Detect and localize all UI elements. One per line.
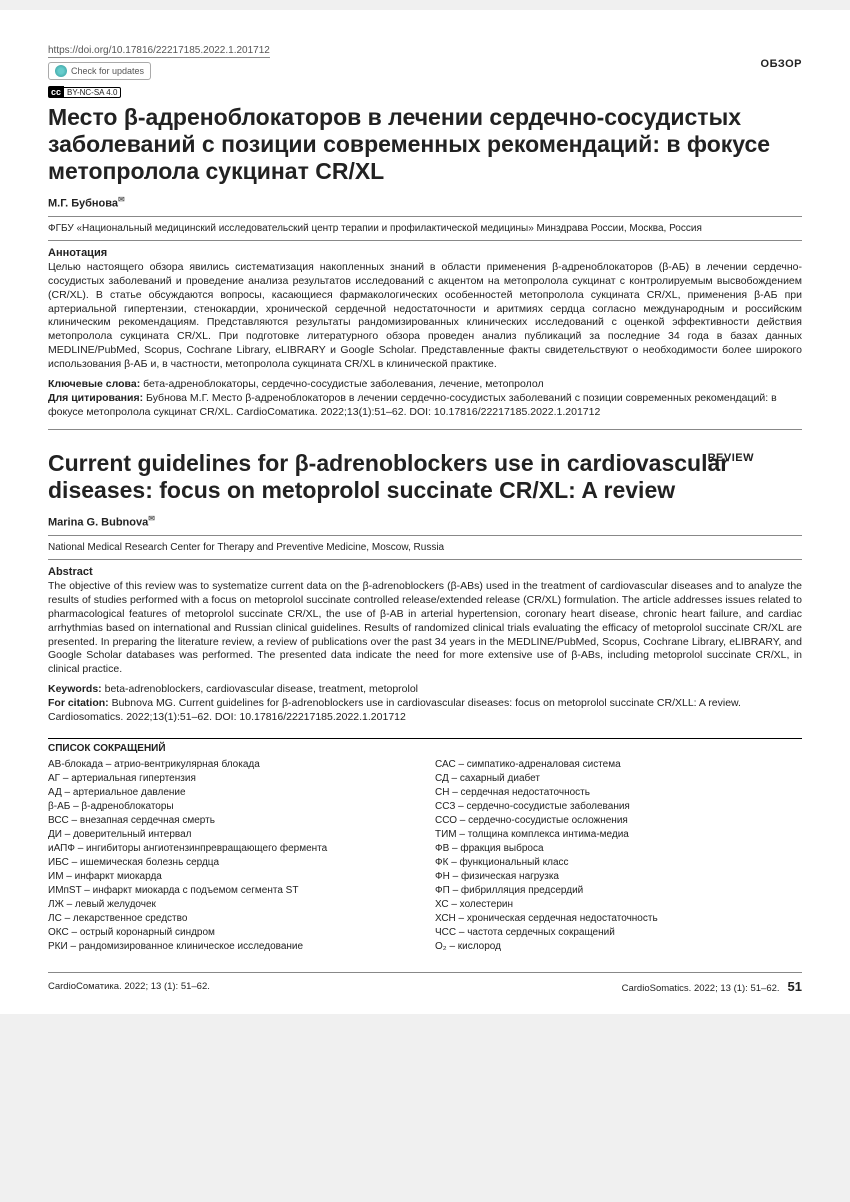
separator: [48, 240, 802, 241]
abbreviation-item: ИМ – инфаркт миокарда: [48, 870, 415, 884]
check-updates-icon: [55, 65, 67, 77]
author-en: Marina G. Bubnova✉: [48, 514, 802, 529]
envelope-icon: ✉: [148, 514, 155, 523]
separator: [48, 429, 802, 430]
abbreviation-item: ВСС – внезапная сердечная смерть: [48, 814, 415, 828]
abbreviation-item: ДИ – доверительный интервал: [48, 828, 415, 842]
abbreviation-item: ФП – фибрилляция предсердий: [435, 884, 802, 898]
page-number: 51: [788, 979, 802, 994]
citation-en: For citation: Bubnova MG. Current guidel…: [48, 697, 802, 724]
abstract-heading-ru: Аннотация: [48, 247, 802, 259]
abbreviation-item: РКИ – рандомизированное клиническое иссл…: [48, 940, 415, 954]
article-title-en: Current guidelines for β-adrenoblockers …: [48, 450, 802, 504]
separator: [48, 559, 802, 560]
abbreviation-item: АВ-блокада – атрио-вентрикулярная блокад…: [48, 758, 415, 772]
page-footer: CardioСоматика. 2022; 13 (1): 51–62. Car…: [48, 972, 802, 994]
article-type-en: REVIEW: [708, 452, 754, 464]
abbreviations-left: АВ-блокада – атрио-вентрикулярная блокад…: [48, 758, 415, 954]
abbreviation-item: СД – сахарный диабет: [435, 772, 802, 786]
abbreviation-item: β-АБ – β-адреноблокаторы: [48, 800, 415, 814]
envelope-icon: ✉: [118, 195, 125, 204]
abbreviations-heading: СПИСОК СОКРАЩЕНИЙ: [48, 743, 802, 754]
abbreviation-item: O₂ – кислород: [435, 940, 802, 954]
check-updates-button[interactable]: Check for updates: [48, 62, 151, 80]
footer-left: CardioСоматика. 2022; 13 (1): 51–62.: [48, 981, 210, 992]
keywords-ru: Ключевые слова: бета-адреноблокаторы, се…: [48, 378, 802, 390]
keywords-en: Keywords: beta-adrenoblockers, cardiovas…: [48, 683, 802, 695]
abbreviation-item: ФВ – фракция выброса: [435, 842, 802, 856]
abbreviation-item: иАПФ – ингибиторы ангиотензинпревращающе…: [48, 842, 415, 856]
abstract-ru: Целью настоящего обзора явились системат…: [48, 261, 802, 372]
abbreviation-item: ФН – физическая нагрузка: [435, 870, 802, 884]
affiliation-ru: ФГБУ «Национальный медицинский исследова…: [48, 223, 802, 234]
abbreviation-item: ИМпST – инфаркт миокарда с подъемом сегм…: [48, 884, 415, 898]
abbreviation-item: ССО – сердечно-сосудистые осложнения: [435, 814, 802, 828]
abbreviation-item: ИБС – ишемическая болезнь сердца: [48, 856, 415, 870]
abstract-en: The objective of this review was to syst…: [48, 580, 802, 677]
abstract-heading-en: Abstract: [48, 566, 802, 578]
abbreviation-item: ЧСС – частота сердечных сокращений: [435, 926, 802, 940]
license-badge[interactable]: cc BY-NC-SA 4.0: [48, 86, 121, 98]
footer-right: CardioSomatics. 2022; 13 (1): 51–62.: [622, 983, 780, 994]
separator: [48, 216, 802, 217]
separator: [48, 535, 802, 536]
abbreviation-item: ФК – функциональный класс: [435, 856, 802, 870]
affiliation-en: National Medical Research Center for The…: [48, 542, 802, 553]
abbreviation-item: ХС – холестерин: [435, 898, 802, 912]
abbreviation-item: АГ – артериальная гипертензия: [48, 772, 415, 786]
author-ru: М.Г. Бубнова✉: [48, 195, 802, 210]
article-type-ru: ОБЗОР: [761, 58, 802, 70]
license-text: BY-NC-SA 4.0: [64, 87, 121, 98]
article-title-ru: Место β-адреноблокаторов в лечении серде…: [48, 104, 802, 185]
abbreviation-item: СН – сердечная недостаточность: [435, 786, 802, 800]
check-updates-label: Check for updates: [71, 66, 144, 76]
abbreviation-item: ОКС – острый коронарный синдром: [48, 926, 415, 940]
abbreviation-item: ССЗ – сердечно-сосудистые заболевания: [435, 800, 802, 814]
abbreviations-right: САС – симпатико-адреналовая системаСД – …: [435, 758, 802, 954]
abbreviation-item: ЛС – лекарственное средство: [48, 912, 415, 926]
abbreviation-item: САС – симпатико-адреналовая система: [435, 758, 802, 772]
citation-ru: Для цитирования: Бубнова М.Г. Место β-ад…: [48, 392, 802, 419]
abbreviation-item: ТИМ – толщина комплекса интима-медиа: [435, 828, 802, 842]
abbreviation-item: ХСН – хроническая сердечная недостаточно…: [435, 912, 802, 926]
abbreviation-item: ЛЖ – левый желудочек: [48, 898, 415, 912]
cc-icon: cc: [48, 86, 64, 98]
abbreviation-item: АД – артериальное давление: [48, 786, 415, 800]
doi-link[interactable]: https://doi.org/10.17816/22217185.2022.1…: [48, 45, 270, 58]
